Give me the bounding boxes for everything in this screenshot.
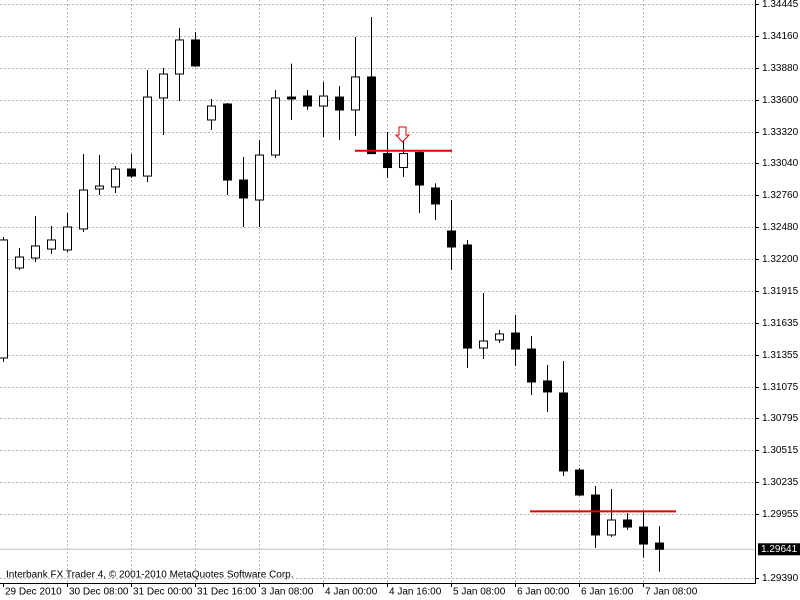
x-tick-label: 31 Dec 00:00 [133,587,193,598]
x-tick-label: 4 Jan 00:00 [325,587,378,598]
candle-body [655,542,664,550]
candle-body [223,103,232,181]
candle-body [143,96,152,177]
candle-body [495,333,504,341]
candle-body [255,154,264,201]
y-tick-label: 1.30515 [762,445,799,456]
candle-body [399,153,408,169]
x-tick-label: 6 Jan 00:00 [517,587,570,598]
x-tick-label: 31 Dec 16:00 [197,587,257,598]
x-tick-label: 3 Jan 08:00 [261,587,314,598]
x-tick-label: 6 Jan 16:00 [581,587,634,598]
candle-body [511,332,520,350]
candle-body [559,392,568,472]
candle-body [447,230,456,248]
candle-body [591,494,600,536]
candle-body [623,519,632,528]
candle-body [287,96,296,100]
candle-body [79,189,88,230]
last-price-box [758,543,800,556]
y-tick-label: 1.32760 [762,190,799,201]
y-tick-label: 1.32480 [762,222,799,233]
y-tick-label: 1.31915 [762,286,799,297]
y-tick-label: 1.33600 [762,95,799,106]
candle-body [415,152,424,186]
candle-body [0,239,8,359]
candle-body [639,526,648,545]
candle-body [431,187,440,205]
y-tick-label: 1.30235 [762,477,799,488]
grid-layer [0,0,755,583]
candle-body [111,168,120,188]
candle-body [159,73,168,99]
y-tick-label: 1.33040 [762,158,799,169]
candle-body [47,239,56,250]
marks-layer [0,17,676,572]
y-tick-label: 1.29390 [762,573,799,584]
candle-body [127,168,136,177]
y-tick-label: 1.34160 [762,31,799,42]
candle-body [479,340,488,349]
x-tick-label: 7 Jan 08:00 [645,587,698,598]
candle-body [191,39,200,67]
y-tick-label: 1.31075 [762,382,799,393]
candle-body [575,469,584,496]
y-tick-label: 1.31635 [762,318,799,329]
candle-body [319,95,328,107]
candle-body [271,97,280,156]
x-tick-label: 4 Jan 16:00 [389,587,442,598]
y-tick-label: 1.34445 [762,0,799,10]
candle-body [527,348,536,383]
candle-body [15,256,24,269]
candle-body [463,244,472,349]
y-tick-label: 1.33880 [762,63,799,74]
copyright: Interbank FX Trader 4, © 2001-2010 MetaQ… [6,570,294,581]
y-tick-label: 1.31355 [762,350,799,361]
candle-body [31,245,40,259]
last-price-label: 1.29641 [761,544,798,555]
y-tick-label: 1.30795 [762,413,799,424]
candle-body [367,76,376,155]
arrow-marker [394,126,411,143]
candle-body [543,380,552,393]
candle-body [95,185,104,190]
candle-body [239,179,248,199]
candle-body [335,96,344,111]
x-tick-label: 5 Jan 08:00 [453,587,506,598]
x-tick-label: 30 Dec 08:00 [69,587,129,598]
candle-body [351,76,360,111]
candle-body [63,226,72,251]
candle-body [303,95,312,107]
candle-body [175,39,184,75]
candle-body [607,519,616,536]
y-tick-label: 1.29955 [762,509,799,520]
candle-body [207,105,216,121]
y-tick-label: 1.33320 [762,127,799,138]
y-tick-label: 1.32200 [762,254,799,265]
candle-body [383,153,392,169]
x-tick-label: 29 Dec 2010 [5,587,62,598]
